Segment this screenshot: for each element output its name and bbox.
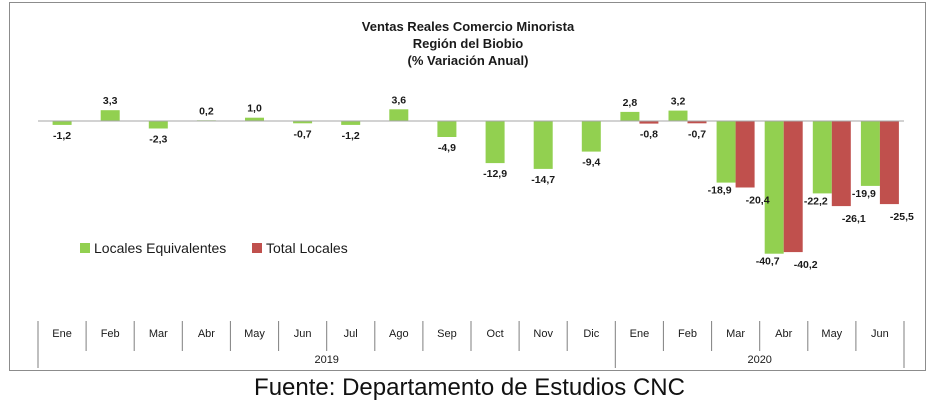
data-label-s0-13: 3,2 — [671, 96, 686, 108]
x-tick-label-2: Mar — [149, 328, 168, 340]
data-label-s0-2: -2,3 — [149, 134, 167, 146]
chart-title-line-1: Ventas Reales Comercio Minorista — [362, 19, 575, 34]
data-label-s0-12: 2,8 — [623, 97, 638, 109]
x-tick-label-17: Jun — [871, 328, 889, 340]
bar-s0-10 — [533, 121, 553, 169]
data-label-s1-14: -20,4 — [746, 195, 770, 207]
bar-s1-17 — [879, 121, 899, 205]
x-tick-label-15: Abr — [775, 328, 792, 340]
legend: Locales Equivalentes Total Locales — [80, 240, 348, 256]
data-label-s0-0: -1,2 — [53, 130, 71, 142]
x-tick-label-13: Feb — [678, 328, 697, 340]
bar-s0-7 — [389, 109, 409, 121]
data-label-s1-17: -25,5 — [890, 211, 914, 223]
data-label-s0-1: 3,3 — [103, 95, 118, 107]
x-tick-label-7: Ago — [389, 328, 409, 340]
chart-title-line-2: Región del Biobio — [413, 36, 524, 51]
chart-title: Ventas Reales Comercio Minorista Región … — [362, 19, 575, 68]
x-group-label-2020: 2020 — [747, 354, 771, 366]
bar-s1-15 — [783, 121, 803, 253]
data-label-s0-16: -22,2 — [804, 195, 828, 207]
data-label-s0-7: 3,6 — [391, 94, 406, 106]
x-tick-label-16: May — [821, 328, 842, 340]
x-axis: Ene Feb Mar Abr May Jun Jul Ago Sep Oct Nov Dic Ene F… — [37, 120, 905, 368]
bar-s1-14 — [735, 121, 755, 188]
data-label-s0-15: -40,7 — [756, 256, 780, 268]
data-label-s0-14: -18,9 — [708, 185, 732, 197]
x-tick-label-0: Ene — [52, 328, 72, 340]
bar-s1-12 — [639, 121, 659, 124]
bar-s0-17 — [860, 121, 880, 186]
x-tick-label-9: Oct — [487, 328, 504, 340]
legend-swatch-total-locales — [252, 243, 262, 253]
x-tick-label-11: Dic — [583, 328, 599, 340]
bar-s0-2 — [148, 121, 168, 129]
bar-s0-13 — [668, 110, 688, 121]
data-label-s0-10: -14,7 — [531, 174, 555, 186]
x-tick-label-4: May — [244, 328, 265, 340]
data-labels-layer: -1,2 3,3 -2,3 0,2 1,0 -0,7 -1,2 3,6 -4,9 -12,9 -14… — [53, 94, 914, 271]
bar-s0-16 — [812, 121, 832, 194]
chart-frame: Ventas Reales Comercio Minorista Región … — [9, 2, 926, 371]
bar-s0-5 — [293, 121, 313, 124]
x-tick-label-3: Abr — [198, 328, 215, 340]
bar-s0-12 — [620, 111, 640, 121]
legend-label-total-locales: Total Locales — [266, 240, 348, 256]
source-caption: Fuente: Departamento de Estudios CNC — [254, 374, 685, 401]
x-tick-label-10: Nov — [533, 328, 553, 340]
chart-title-line-3: (% Variación Anual) — [408, 53, 529, 68]
bar-s0-9 — [485, 121, 505, 164]
bar-s0-14 — [716, 121, 736, 183]
bar-s0-4 — [245, 117, 264, 121]
bar-s0-0 — [52, 121, 72, 125]
data-label-s0-5: -0,7 — [294, 128, 312, 140]
bar-s1-13 — [687, 121, 707, 124]
data-label-s1-15: -40,2 — [794, 259, 818, 271]
bar-s0-6 — [341, 121, 361, 125]
bars-layer — [52, 109, 899, 254]
chart: Ventas Reales Comercio Minorista Región … — [37, 19, 914, 368]
data-label-s0-3: 0,2 — [199, 105, 214, 117]
data-label-s0-11: -9,4 — [582, 157, 600, 169]
x-tick-label-14: Mar — [726, 328, 745, 340]
x-group-label-2019: 2019 — [314, 354, 338, 366]
bar-s0-15 — [764, 121, 784, 254]
data-label-s0-17: -19,9 — [852, 188, 876, 200]
data-label-s1-16: -26,1 — [842, 213, 866, 225]
x-tick-label-8: Sep — [437, 328, 457, 340]
data-label-s1-12: -0,8 — [640, 129, 658, 141]
data-label-s0-6: -1,2 — [342, 130, 360, 142]
data-label-s0-9: -12,9 — [483, 168, 507, 180]
bar-s0-8 — [437, 121, 457, 137]
legend-swatch-locales-equivalentes — [80, 243, 90, 253]
x-tick-label-5: Jun — [294, 328, 312, 340]
bar-s0-1 — [100, 110, 120, 121]
bar-s0-11 — [581, 121, 601, 152]
data-label-s1-13: -0,7 — [688, 128, 706, 140]
x-tick-label-6: Jul — [344, 328, 358, 340]
data-label-s0-4: 1,0 — [247, 103, 262, 115]
x-tick-label-12: Ene — [630, 328, 650, 340]
bar-s1-16 — [831, 121, 851, 207]
x-tick-label-1: Feb — [101, 328, 120, 340]
data-label-s0-8: -4,9 — [438, 142, 456, 154]
legend-label-locales-equivalentes: Locales Equivalentes — [94, 240, 226, 256]
